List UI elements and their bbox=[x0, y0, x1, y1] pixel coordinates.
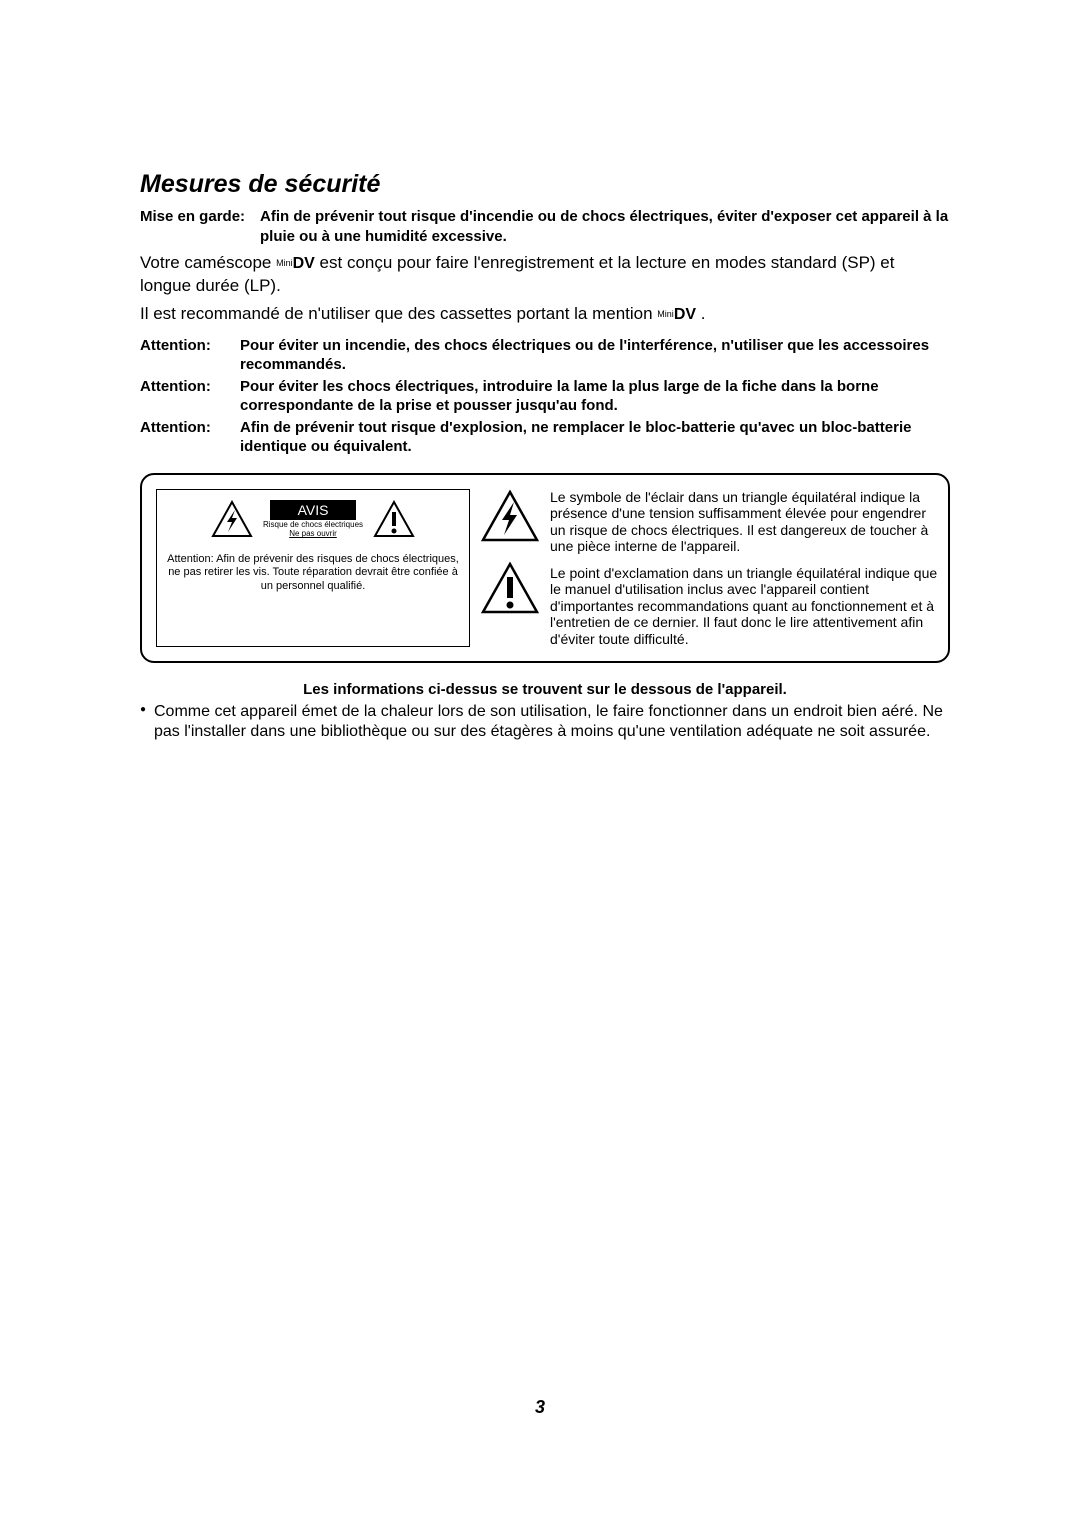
info-line: Les informations ci-dessus se trouvent s… bbox=[140, 681, 950, 698]
warning-label: Mise en garde: bbox=[140, 207, 260, 246]
avis-sub1: Risque de chocs électriques bbox=[263, 521, 363, 530]
bolt-description: Le symbole de l'éclair dans un triangle … bbox=[550, 489, 938, 555]
safety-box: AVIS Risque de chocs électriques Ne pas … bbox=[140, 473, 950, 664]
attention-block: Attention: Pour éviter un incendie, des … bbox=[140, 336, 950, 457]
avis-sub2: Ne pas ouvrir bbox=[263, 530, 363, 539]
mini-label: Mini bbox=[657, 309, 674, 319]
bolt-triangle-icon bbox=[211, 500, 253, 538]
attention-text: Afin de prévenir tout risque d'explosion… bbox=[240, 418, 950, 457]
mini-label: Mini bbox=[276, 258, 293, 268]
exclaim-triangle-icon bbox=[480, 561, 540, 615]
warning-text: Afin de prévenir tout risque d'incendie … bbox=[260, 207, 950, 246]
attention-text: Pour éviter les chocs électriques, intro… bbox=[240, 377, 950, 416]
attention-row: Attention: Afin de prévenir tout risque … bbox=[140, 418, 950, 457]
bullet-paragraph: Comme cet appareil émet de la chaleur lo… bbox=[140, 702, 950, 742]
page-content: Mesures de sécurité Mise en garde: Afin … bbox=[0, 0, 1080, 742]
body2-a: Il est recommandé de n'utiliser que des … bbox=[140, 304, 657, 323]
warning-row: Mise en garde: Afin de prévenir tout ris… bbox=[140, 207, 950, 246]
body-paragraph-1: Votre caméscope MiniDV est conçu pour fa… bbox=[140, 252, 950, 297]
body-paragraph-2: Il est recommandé de n'utiliser que des … bbox=[140, 303, 950, 326]
attention-row: Attention: Pour éviter les chocs électri… bbox=[140, 377, 950, 416]
attention-text: Pour éviter un incendie, des chocs élect… bbox=[240, 336, 950, 375]
section-title: Mesures de sécurité bbox=[140, 170, 950, 199]
exclaim-triangle-icon bbox=[373, 500, 415, 538]
attention-label: Attention: bbox=[140, 336, 240, 375]
avis-body-text: Attention: Afin de prévenir des risques … bbox=[163, 553, 463, 593]
bolt-triangle-icon bbox=[480, 489, 540, 543]
avis-top-row: AVIS Risque de chocs électriques Ne pas … bbox=[163, 500, 463, 540]
attention-row: Attention: Pour éviter un incendie, des … bbox=[140, 336, 950, 375]
page-number: 3 bbox=[0, 1397, 1080, 1418]
attention-label: Attention: bbox=[140, 377, 240, 416]
avis-card: AVIS Risque de chocs électriques Ne pas … bbox=[156, 489, 470, 648]
dv-mark-icon: DV bbox=[674, 306, 696, 323]
body1-a: Votre caméscope bbox=[140, 253, 276, 272]
attention-label: Attention: bbox=[140, 418, 240, 457]
body2-b: . bbox=[696, 304, 705, 323]
avis-label: AVIS bbox=[270, 500, 357, 520]
avis-label-box: AVIS Risque de chocs électriques Ne pas … bbox=[263, 500, 363, 540]
symbol-column bbox=[480, 489, 540, 648]
description-column: Le symbole de l'éclair dans un triangle … bbox=[550, 489, 938, 648]
exclaim-description: Le point d'exclamation dans un triangle … bbox=[550, 565, 938, 648]
dv-mark-icon: DV bbox=[293, 255, 315, 272]
